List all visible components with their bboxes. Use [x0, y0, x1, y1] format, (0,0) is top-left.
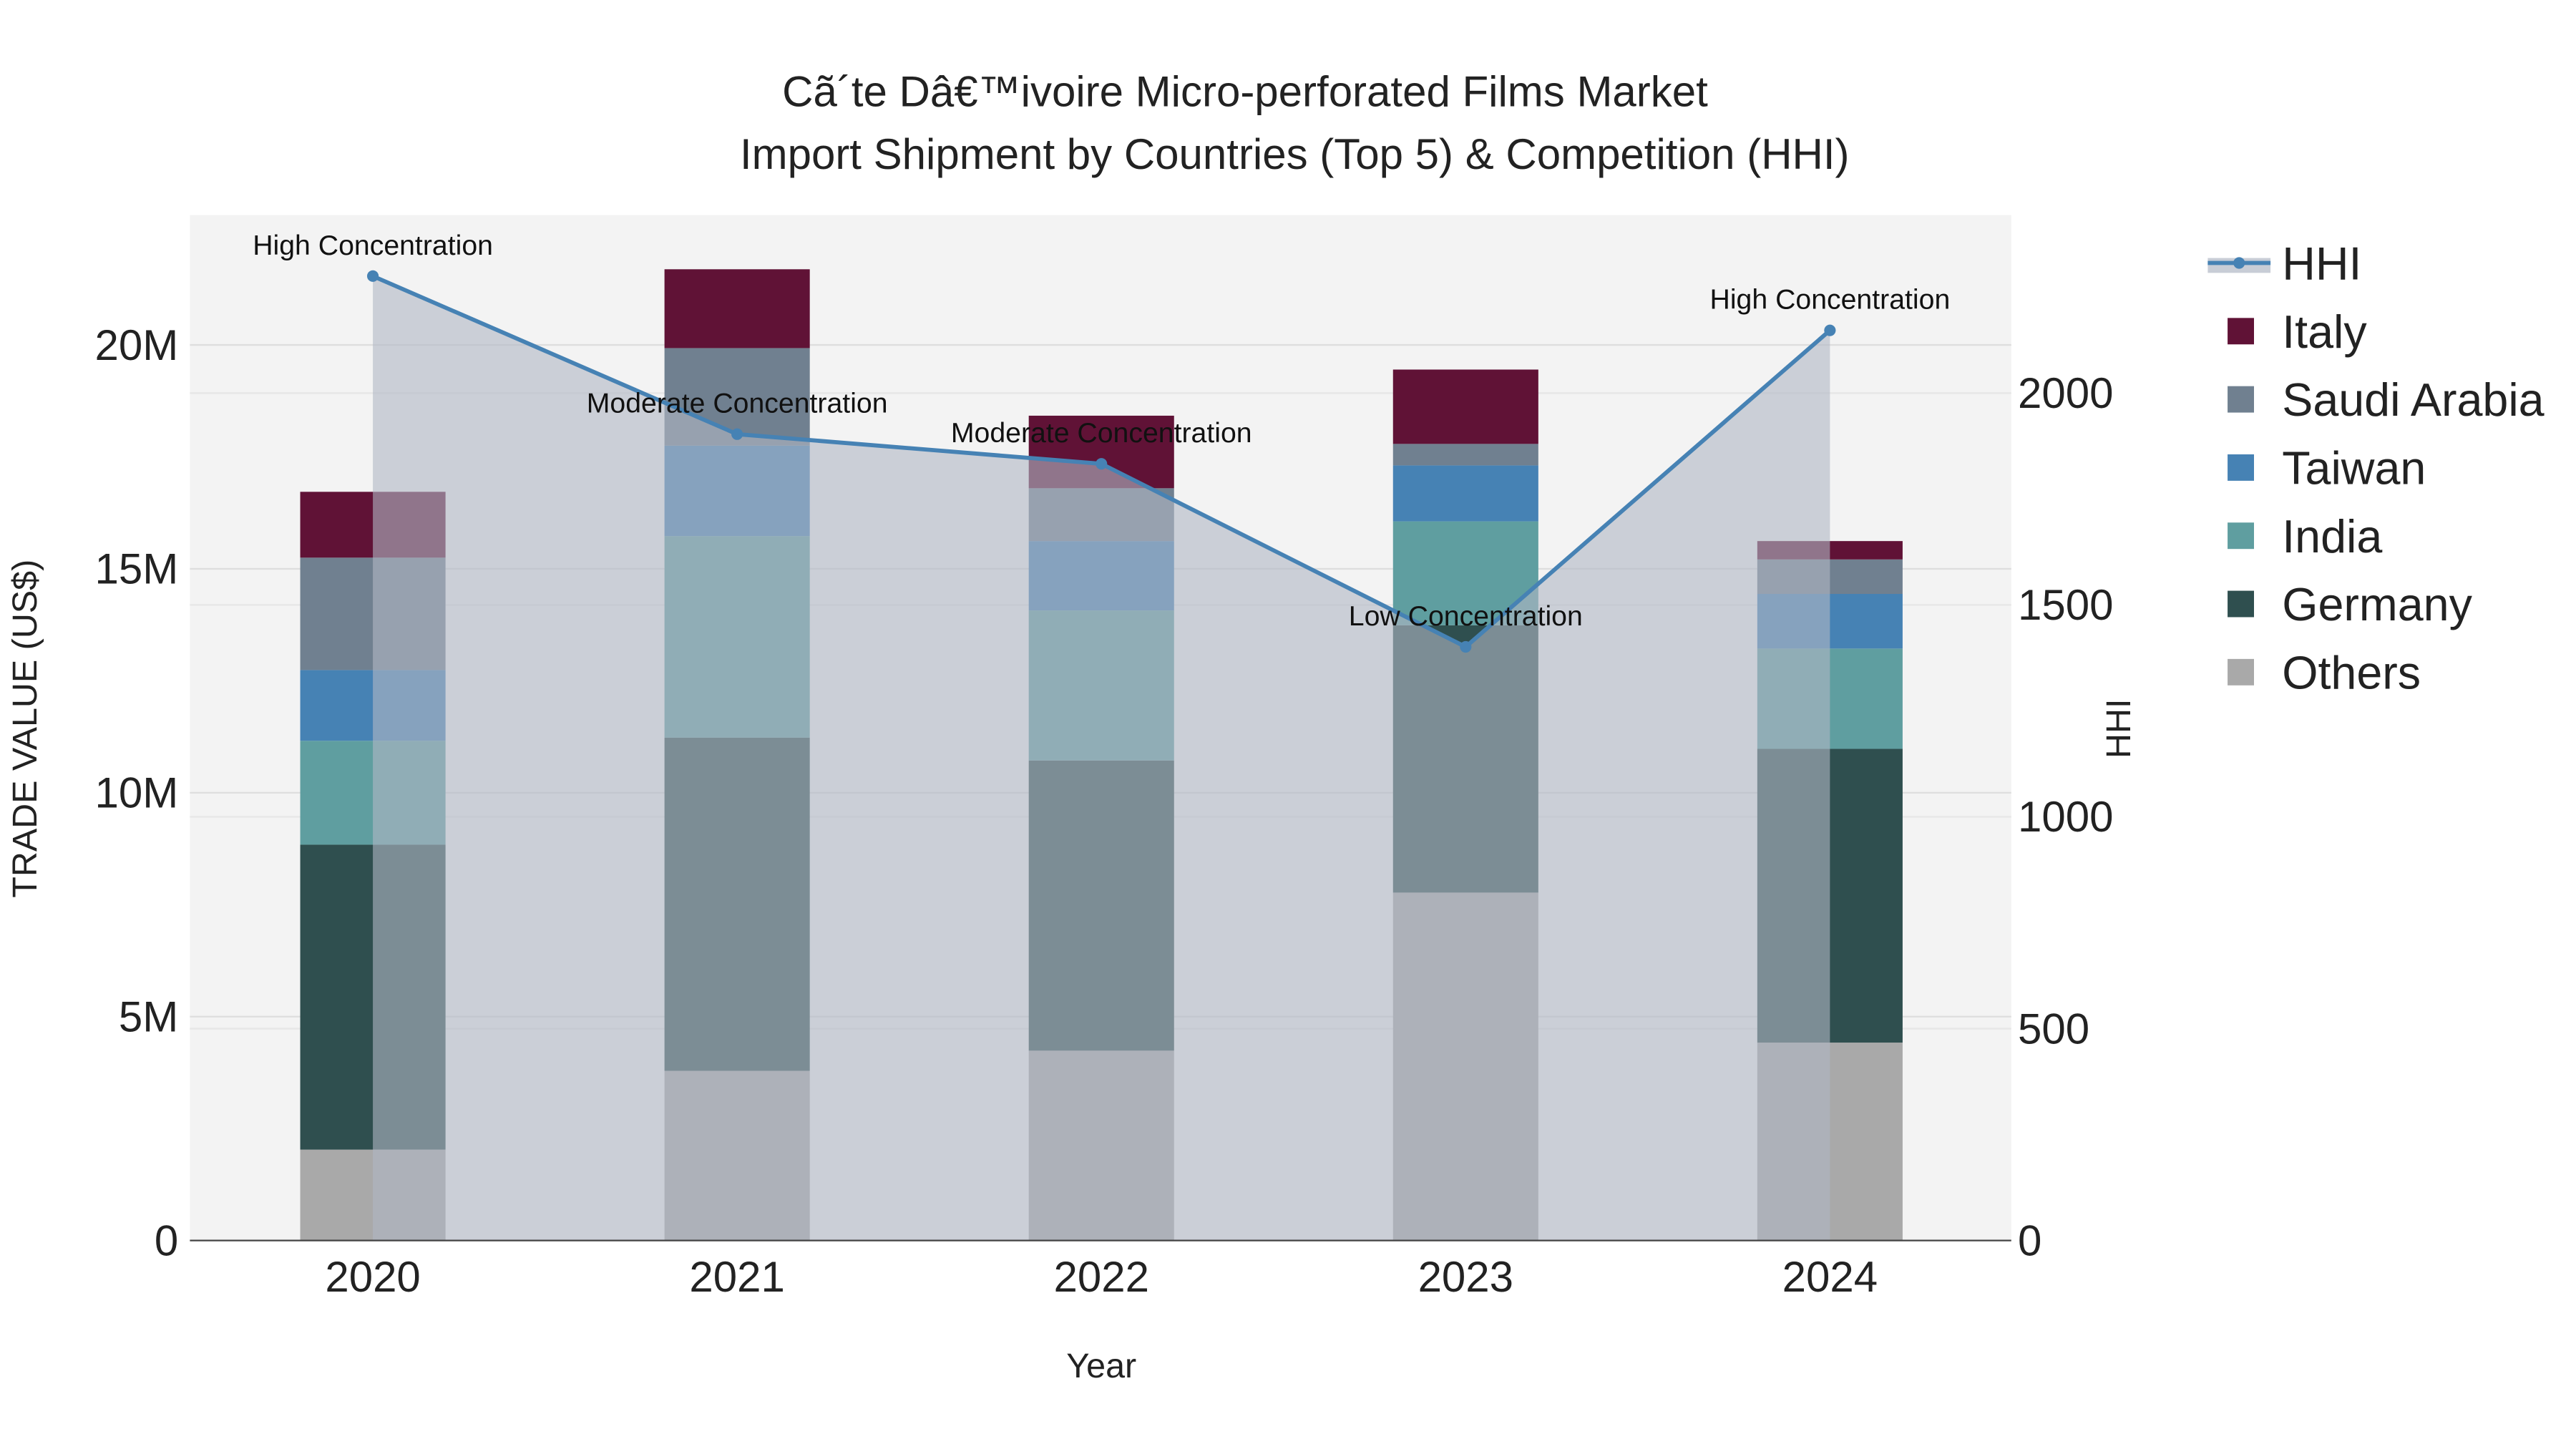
legend-swatch-others — [2228, 658, 2254, 686]
legend-swatch-germany — [2228, 590, 2254, 618]
bar-italy-2023[interactable] — [1392, 369, 1538, 444]
hhi-annotation: High Concentration — [253, 230, 493, 261]
y2-tick-label: 2000 — [2018, 369, 2113, 417]
bar-saudi-arabia-2023[interactable] — [1392, 444, 1538, 466]
legend-swatch-taiwan — [2228, 454, 2254, 481]
hhi-point-2020[interactable] — [367, 270, 379, 282]
bar-italy-2021[interactable] — [664, 269, 810, 348]
chart-title-line1: Cã´te Dâ€™ivoire Micro-perforated Films … — [782, 67, 1708, 115]
x-tick-label: 2022 — [1053, 1253, 1148, 1301]
y-tick-label: 15M — [95, 545, 179, 593]
x-tick-label: 2023 — [1418, 1253, 1513, 1301]
y2-tick-label: 1000 — [2018, 793, 2113, 841]
y-tick-label: 0 — [155, 1216, 178, 1264]
bar-taiwan-2023[interactable] — [1392, 465, 1538, 522]
y-axis-title: TRADE VALUE (US$) — [6, 560, 44, 898]
x-tick-label: 2021 — [689, 1253, 784, 1301]
x-tick-label: 2024 — [1782, 1253, 1878, 1301]
legend-label[interactable]: Italy — [2282, 306, 2367, 358]
y2-tick-label: 1500 — [2018, 581, 2113, 629]
chart-title-line2: Import Shipment by Countries (Top 5) & C… — [740, 130, 1850, 178]
legend-label[interactable]: India — [2282, 511, 2382, 562]
hhi-point-2022[interactable] — [1096, 458, 1108, 470]
hhi-point-2021[interactable] — [731, 428, 743, 440]
x-axis-title: Year — [1066, 1347, 1136, 1385]
legend-label[interactable]: Others — [2282, 647, 2421, 698]
x-tick-label: 2020 — [325, 1253, 420, 1301]
legend-label[interactable]: Taiwan — [2282, 443, 2426, 494]
y-tick-label: 5M — [119, 993, 178, 1041]
hhi-annotation: Moderate Concentration — [587, 388, 888, 419]
hhi-annotation: High Concentration — [1710, 284, 1951, 316]
y2-axis-title: HHI — [2099, 699, 2138, 758]
legend-label[interactable]: HHI — [2282, 238, 2361, 290]
legend-swatch-italy — [2228, 318, 2254, 345]
y-tick-label: 10M — [95, 769, 179, 817]
legend-label[interactable]: Germany — [2282, 579, 2472, 630]
legend-swatch-india — [2228, 522, 2254, 550]
hhi-area — [373, 275, 1830, 1241]
legend-label[interactable]: Saudi Arabia — [2282, 374, 2544, 426]
y2-tick-label: 500 — [2018, 1005, 2089, 1053]
hhi-annotation: Low Concentration — [1349, 600, 1583, 632]
y-tick-label: 20M — [95, 321, 179, 369]
hhi-point-2023[interactable] — [1460, 640, 1472, 653]
legend-swatch-saudi-arabia — [2228, 386, 2254, 413]
legend-hhi-marker — [2233, 257, 2245, 269]
hhi-annotation: Moderate Concentration — [951, 417, 1252, 449]
hhi-point-2024[interactable] — [1824, 324, 1836, 336]
y2-tick-label: 0 — [2018, 1216, 2041, 1264]
